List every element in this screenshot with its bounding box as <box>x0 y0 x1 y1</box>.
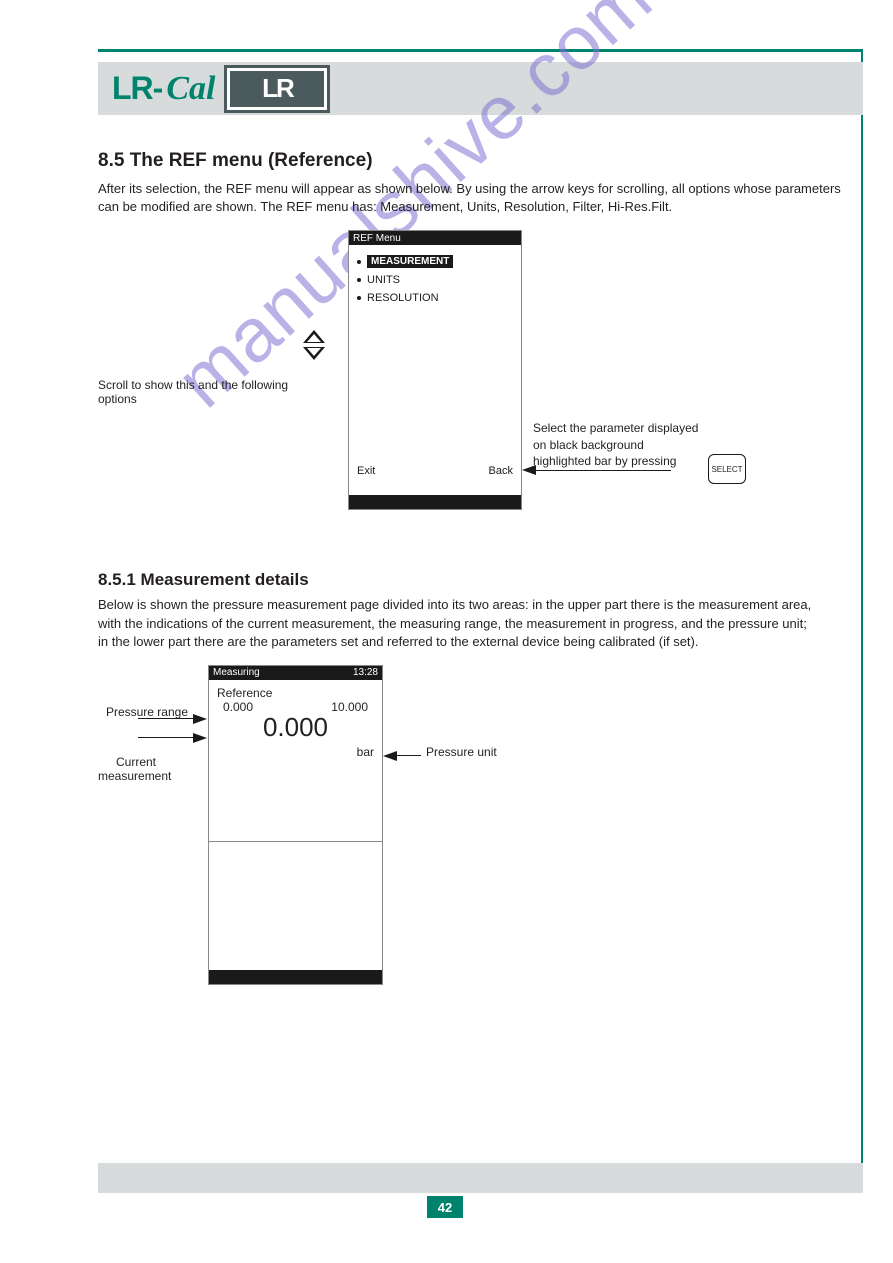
bullet-icon <box>357 296 361 300</box>
arrow-right-icon <box>193 733 207 743</box>
screen-header-left: Measuring <box>213 667 260 678</box>
menu-item-units: UNITS <box>367 274 400 286</box>
menu-item-measurement: MEASUREMENT <box>367 255 453 268</box>
bullet-icon <box>357 260 361 264</box>
select-caption: Select the parameter displayed on black … <box>533 420 703 469</box>
logo: LR-Cal LR <box>98 68 327 110</box>
menu-item-resolution: RESOLUTION <box>367 292 439 304</box>
menu-footer: Exit Back <box>357 465 513 477</box>
unit-arrow <box>383 751 421 761</box>
measuring-screen: Measuring 13:28 Reference 0.000 10.000 0… <box>208 665 383 985</box>
logo-cal-text: Cal <box>166 70 215 108</box>
screen-footer-bar <box>349 495 521 509</box>
logo-rect-icon: LR <box>227 68 327 110</box>
intro-paragraph: After its selection, the REF menu will a… <box>98 180 863 216</box>
scroll-arrows-icon <box>303 330 325 360</box>
screen-title: REF Menu <box>353 233 401 244</box>
back-label: Back <box>489 465 513 477</box>
logo-lr-text: LR- <box>112 70 162 107</box>
scroll-caption: Scroll to show this and the following op… <box>98 378 328 406</box>
menu-row: RESOLUTION <box>357 292 513 304</box>
pressure-unit: bar <box>217 745 374 759</box>
page-number: 42 <box>427 1196 463 1218</box>
menu-row: UNITS <box>357 274 513 286</box>
heading-ref-menu: 8.5 The REF menu (Reference) <box>98 150 863 172</box>
exit-label: Exit <box>357 465 375 477</box>
heading-measurement-details: 8.5.1 Measurement details <box>98 570 863 590</box>
screen-header-bar: Measuring 13:28 <box>209 666 382 680</box>
range-min: 0.000 <box>223 700 253 714</box>
page-footer-bar <box>98 1163 863 1193</box>
menu-row: MEASUREMENT <box>357 255 513 268</box>
screen-footer-bar <box>209 970 382 984</box>
screen-header-right: 13:28 <box>353 667 378 678</box>
measurement-paragraph: Below is shown the pressure measurement … <box>98 596 818 651</box>
arrow-left-icon <box>383 751 397 761</box>
document-header: LR-Cal LR <box>98 62 863 115</box>
select-key-label: SELECT <box>711 465 742 474</box>
current-arrow <box>138 733 207 743</box>
range-arrow <box>138 714 207 724</box>
unit-caption: Pressure unit <box>426 745 497 759</box>
ref-menu-screen: REF Menu MEASUREMENT UNITS RESOLUTION Ex… <box>348 230 522 510</box>
reference-label: Reference <box>217 686 374 700</box>
arrow-right-icon <box>193 714 207 724</box>
current-value: 0.000 <box>217 712 374 743</box>
range-max: 10.000 <box>331 700 368 714</box>
current-caption: Current measurement <box>98 755 156 783</box>
screen-header-bar: REF Menu <box>349 231 521 245</box>
select-key-icon: SELECT <box>708 454 746 484</box>
bullet-icon <box>357 278 361 282</box>
page-border-top <box>98 49 863 52</box>
